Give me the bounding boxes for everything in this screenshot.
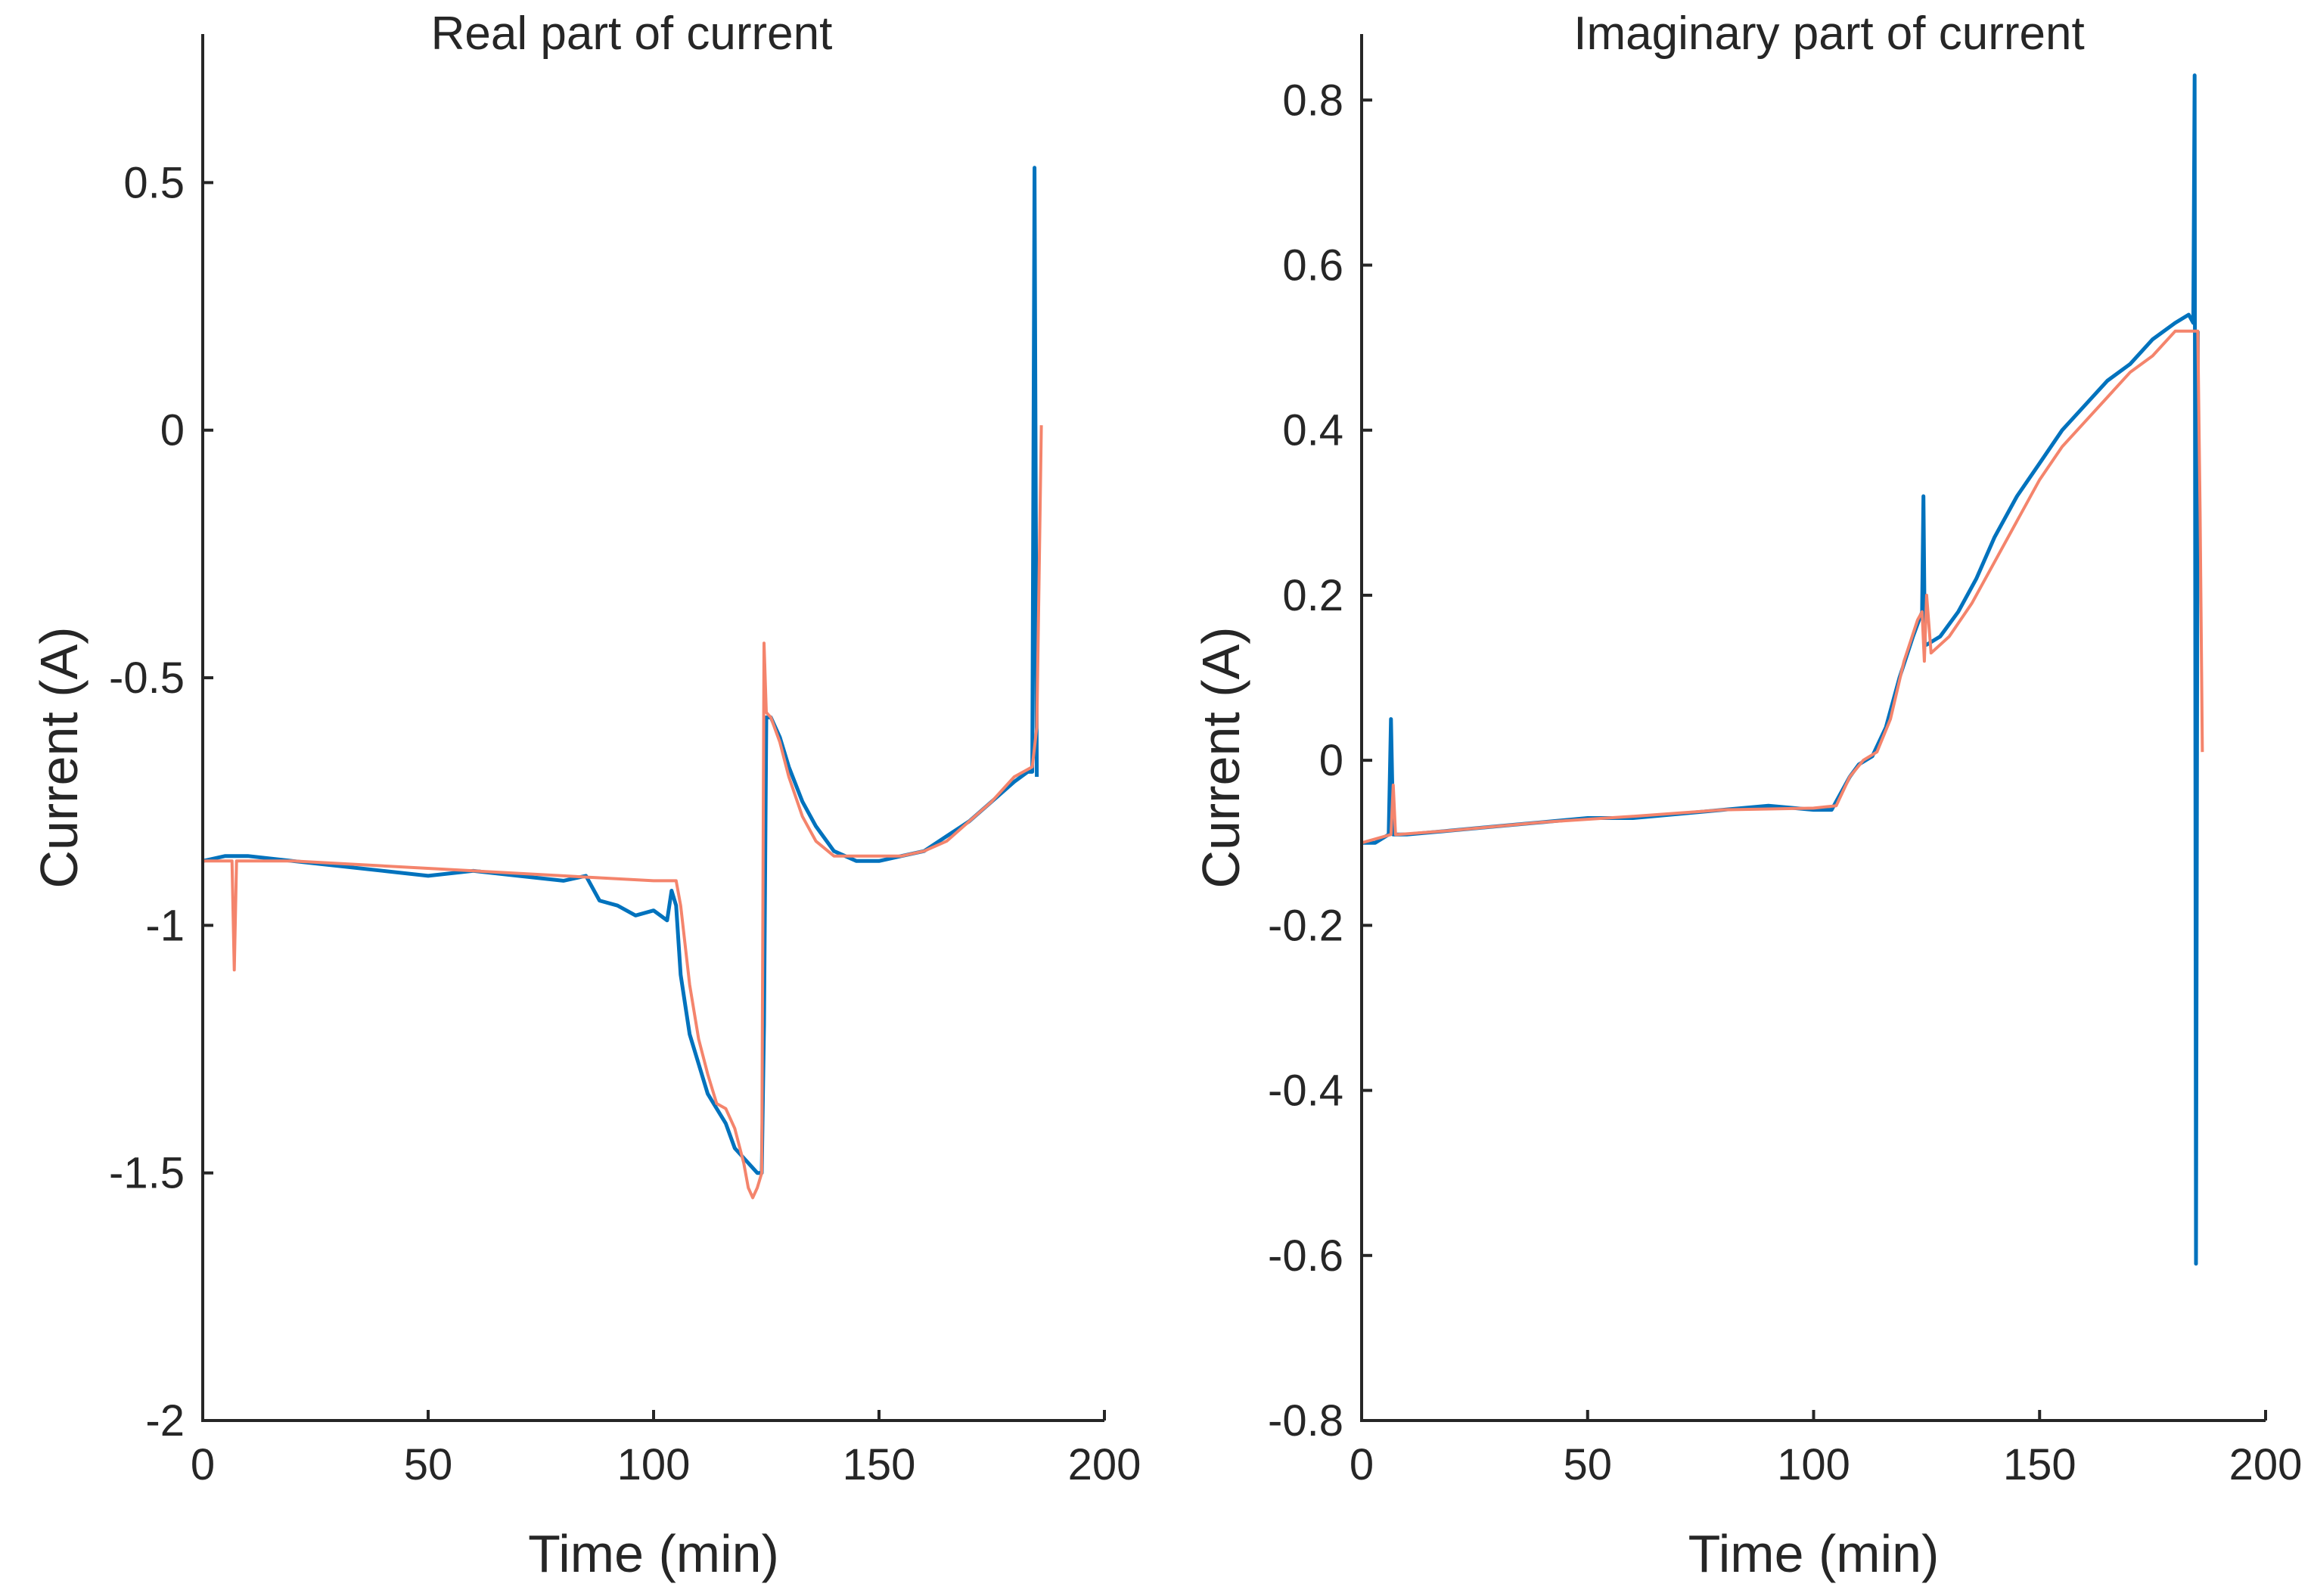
y-tick-label: -1 — [145, 901, 185, 950]
x-tick-label: 100 — [1777, 1440, 1850, 1489]
x-axis-label: Time (min) — [528, 1524, 779, 1583]
y-tick-label: -0.6 — [1268, 1231, 1343, 1281]
chart-title: Real part of current — [431, 8, 833, 60]
axis-frame — [201, 34, 1104, 1422]
imaginary-part-chart: Imaginary part of current -0.8 -0.6 -0.4 -0… — [1191, 8, 2302, 1583]
x-axis-label: Time (min) — [1688, 1524, 1940, 1583]
x-tick-label: 0 — [1350, 1440, 1374, 1489]
y-tick-label: -0.2 — [1268, 901, 1343, 950]
y-tick-label: -0.4 — [1268, 1067, 1343, 1116]
y-axis-label: Current (A) — [1191, 626, 1250, 888]
y-tick-label: 0.6 — [1282, 241, 1343, 290]
x-tick-label: 200 — [2229, 1440, 2303, 1489]
x-tick-label: 100 — [617, 1440, 691, 1489]
series-line-measured — [1362, 73, 2200, 1266]
series-line-measured — [202, 166, 1039, 1175]
x-tick-label: 150 — [843, 1440, 916, 1489]
real-part-chart: Real part of current -2 -1.5 -1 -0.5 0 0.5 0 5… — [30, 8, 1141, 1583]
series-line-fit — [1361, 329, 2204, 845]
x-tick-label: 50 — [1563, 1440, 1612, 1489]
axis-frame — [1360, 34, 2266, 1422]
x-tick-label: 150 — [2003, 1440, 2076, 1489]
y-tick-label: 0.8 — [1282, 76, 1343, 125]
series-line-fit — [203, 425, 1043, 1200]
y-tick-label: 0.4 — [1282, 406, 1343, 455]
y-tick-label: 0 — [160, 406, 185, 455]
y-tick-label: -0.5 — [109, 654, 185, 703]
y-tick-label: 0 — [1319, 736, 1343, 785]
x-tick-label: 200 — [1068, 1440, 1141, 1489]
x-tick-label: 0 — [191, 1440, 215, 1489]
y-axis-label: Current (A) — [30, 626, 89, 888]
y-tick-label: 0.5 — [123, 158, 185, 207]
y-tick-label: -2 — [145, 1396, 185, 1445]
x-tick-label: 50 — [404, 1440, 453, 1489]
y-tick-label: -1.5 — [109, 1149, 185, 1198]
y-tick-label: -0.8 — [1268, 1396, 1343, 1445]
y-tick-label: 0.2 — [1282, 571, 1343, 620]
chart-title: Imaginary part of current — [1573, 8, 2084, 60]
